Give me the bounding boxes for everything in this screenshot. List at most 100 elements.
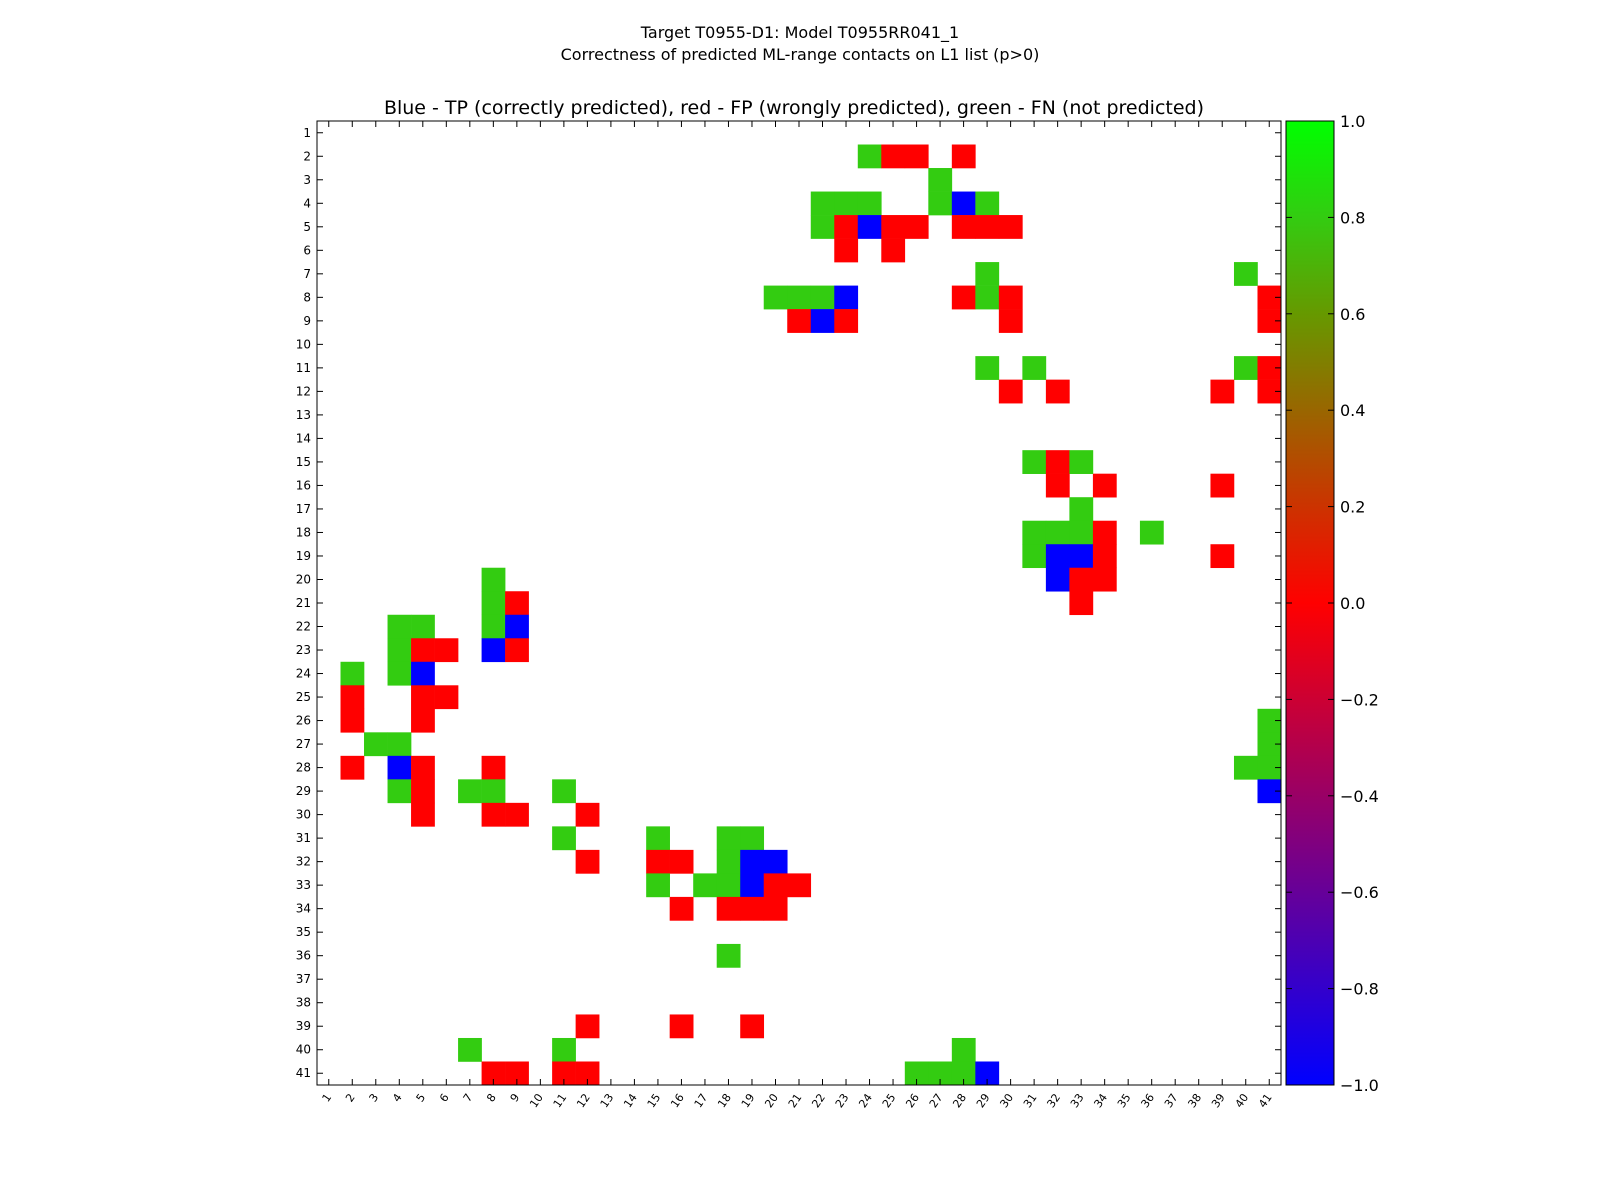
heatmap-cell-fn-r4-c27 xyxy=(928,191,953,216)
heatmap-cell-fp-r5-c30 xyxy=(998,215,1023,239)
figure-title-line-1: Target T0955-D1: Model T0955RR041_1 xyxy=(640,23,959,43)
heatmap-cell-fp-r28-c8 xyxy=(481,755,506,780)
y-tick-label: 36 xyxy=(296,949,311,963)
y-tick-label: 5 xyxy=(303,220,311,234)
heatmap-cell-fp-r32-c16 xyxy=(669,849,694,874)
x-tick-label: 19 xyxy=(739,1091,758,1110)
heatmap-cell-fp-r5-c26 xyxy=(904,215,929,239)
heatmap-cell-fn-r31-c15 xyxy=(646,826,670,851)
heatmap-cell-tp-r8-c23 xyxy=(834,285,859,310)
plot-title: Blue - TP (correctly predicted), red - F… xyxy=(384,97,1204,119)
heatmap-cell-fp-r2-c28 xyxy=(951,144,976,169)
x-tick-label: 25 xyxy=(880,1091,899,1110)
y-tick-label: 3 xyxy=(303,173,311,187)
heatmap-cell-tp-r32-c20 xyxy=(763,849,788,874)
y-tick-label: 31 xyxy=(296,831,311,845)
heatmap-cell-tp-r4-c28 xyxy=(951,191,976,216)
x-tick-label: 29 xyxy=(974,1091,993,1110)
heatmap-cell-fn-r18-c32 xyxy=(1045,520,1070,545)
heatmap-cell-fn-r8-c20 xyxy=(763,285,788,310)
y-tick-label: 23 xyxy=(296,643,311,657)
y-tick-label: 21 xyxy=(296,596,311,610)
heatmap-cell-fp-r9-c21 xyxy=(787,309,812,333)
heatmap-cell-tp-r5-c24 xyxy=(857,215,882,239)
x-tick-label: 5 xyxy=(414,1091,429,1104)
colorbar-tick-label: −0.4 xyxy=(1340,787,1379,806)
heatmap-cell-fp-r28-c5 xyxy=(411,755,435,780)
colorbar-tick-label: −0.2 xyxy=(1340,690,1379,709)
y-tick-label: 34 xyxy=(296,902,311,916)
colorbar-tick-label: 1.0 xyxy=(1340,112,1365,131)
heatmap-cell-fn-r15-c33 xyxy=(1069,450,1094,474)
y-tick-label: 35 xyxy=(296,925,311,939)
x-tick-label: 24 xyxy=(856,1091,875,1110)
y-tick-label: 38 xyxy=(296,996,311,1010)
x-tick-label: 35 xyxy=(1115,1091,1134,1110)
heatmap-cell-fp-r12-c41 xyxy=(1257,379,1282,404)
heatmap-cell-fp-r30-c8 xyxy=(481,802,506,827)
heatmap-cell-fn-r18-c31 xyxy=(1022,520,1047,545)
heatmap-cell-fn-r27-c4 xyxy=(387,732,412,757)
heatmap-cell-fn-r40-c7 xyxy=(458,1037,482,1062)
y-tick-label: 1 xyxy=(303,126,311,140)
heatmap-cell-tp-r22-c9 xyxy=(505,614,529,639)
heatmap-cell-fp-r33-c21 xyxy=(787,873,812,898)
heatmap-cell-fp-r2-c25 xyxy=(881,144,906,169)
x-tick-label: 14 xyxy=(621,1091,640,1110)
plot-frame xyxy=(316,120,1282,1086)
x-tick-label: 20 xyxy=(762,1091,781,1110)
heatmap-cell-fn-r29-c7 xyxy=(458,779,482,804)
heatmap-cell-fp-r16-c34 xyxy=(1092,473,1117,498)
x-tick-label: 6 xyxy=(437,1091,452,1104)
heatmap-cell-fn-r41-c26 xyxy=(904,1061,929,1086)
colorbar xyxy=(1285,120,1335,1086)
x-tick-label: 15 xyxy=(645,1091,664,1110)
heatmap-cell-fp-r21-c9 xyxy=(505,591,529,616)
x-tick-label: 21 xyxy=(786,1091,805,1110)
heatmap-cell-fp-r21-c33 xyxy=(1069,591,1094,616)
heatmap-cell-fn-r22-c8 xyxy=(481,614,506,639)
heatmap-cell-fn-r8-c21 xyxy=(787,285,812,310)
heatmap-cell-fn-r27-c41 xyxy=(1257,732,1282,757)
x-tick-label: 38 xyxy=(1185,1091,1204,1110)
heatmap-cell-fn-r24-c4 xyxy=(387,661,412,686)
y-tick-label: 32 xyxy=(296,855,311,869)
heatmap-cell-tp-r20-c32 xyxy=(1045,567,1070,592)
heatmap-cells xyxy=(340,144,1282,1086)
x-tick-label: 27 xyxy=(927,1091,946,1110)
heatmap-cell-fp-r23-c5 xyxy=(411,638,435,663)
y-tick-label: 13 xyxy=(296,408,311,422)
heatmap-cell-tp-r23-c8 xyxy=(481,638,506,663)
x-tick-label: 10 xyxy=(527,1091,546,1110)
heatmap-cell-fn-r4-c24 xyxy=(857,191,882,216)
heatmap-cell-fp-r6-c25 xyxy=(881,238,906,263)
colorbar-tick-label: −0.8 xyxy=(1340,980,1379,999)
heatmap-cell-fp-r23-c6 xyxy=(434,638,459,663)
x-tick-label: 1 xyxy=(320,1091,335,1104)
heatmap-cell-fp-r28-c2 xyxy=(340,755,365,780)
heatmap-cell-fp-r8-c30 xyxy=(998,285,1023,310)
y-tick-label: 7 xyxy=(303,267,311,281)
heatmap-cell-fn-r7-c40 xyxy=(1233,262,1258,286)
y-tick-label: 22 xyxy=(296,620,311,634)
heatmap-cell-fp-r5-c28 xyxy=(951,215,976,239)
heatmap-cell-fn-r29-c4 xyxy=(387,779,412,804)
heatmap-cell-fn-r26-c41 xyxy=(1257,708,1282,733)
heatmap-cell-fn-r27-c3 xyxy=(364,732,388,757)
heatmap-cell-fp-r34-c20 xyxy=(763,896,788,921)
x-tick-label: 8 xyxy=(484,1091,499,1104)
heatmap-cell-tp-r24-c5 xyxy=(411,661,435,686)
x-tick-label: 12 xyxy=(574,1091,593,1110)
heatmap-cell-fn-r31-c19 xyxy=(740,826,765,851)
heatmap-cell-fp-r5-c23 xyxy=(834,215,859,239)
heatmap-cell-fn-r21-c8 xyxy=(481,591,506,616)
heatmap-cell-fn-r33-c17 xyxy=(693,873,718,898)
y-tick-label: 25 xyxy=(296,690,311,704)
y-tick-label: 41 xyxy=(296,1066,311,1080)
heatmap-cell-fn-r36-c18 xyxy=(716,943,741,968)
y-tick-label: 10 xyxy=(296,337,311,351)
heatmap-cell-fp-r39-c12 xyxy=(575,1014,600,1039)
heatmap-cell-fn-r28-c40 xyxy=(1233,755,1258,780)
heatmap-cell-fp-r41-c11 xyxy=(552,1061,576,1086)
heatmap-cell-fn-r4-c29 xyxy=(975,191,1000,216)
